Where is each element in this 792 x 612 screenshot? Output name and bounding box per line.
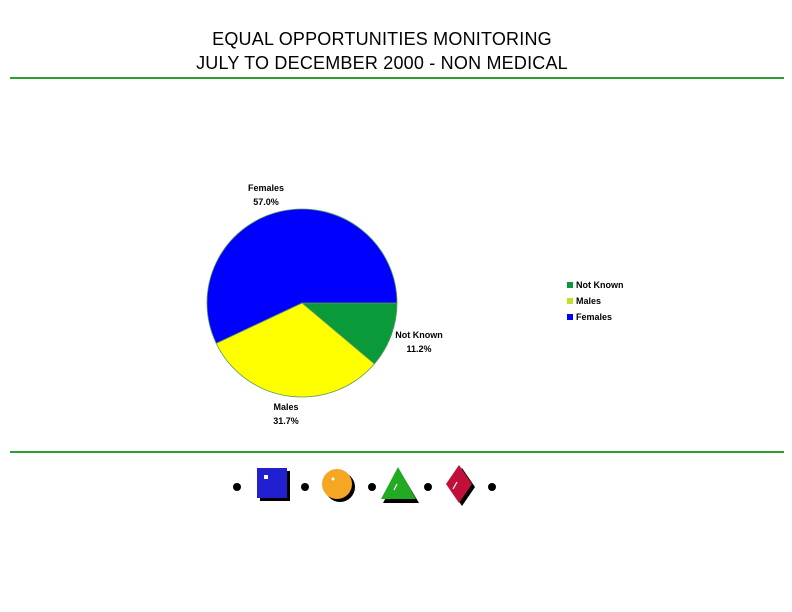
dot-icon [424,483,432,491]
legend-entry-label: Females [576,312,612,322]
pie-slice-females [206,208,398,344]
slice-label: Females [248,183,284,193]
legend-entry-label: Not Known [576,280,624,290]
legend-swatch [567,282,573,288]
legend-swatch [567,298,573,304]
legend-entry-label: Males [576,296,601,306]
slice-value-label: 57.0% [253,197,279,207]
chart-title-line-1: EQUAL OPPORTUNITIES MONITORING [212,29,552,49]
dot-icon [488,483,496,491]
legend-swatch [567,314,573,320]
bottom-divider [10,451,784,453]
legend: Not Known Males Females [567,280,624,322]
chart-title-line-2: JULY TO DECEMBER 2000 - NON MEDICAL [196,53,568,73]
pie-slice-not-known [300,302,398,365]
green-triangle-icon [381,467,419,503]
dot-icon [301,483,309,491]
dot-icon [368,483,376,491]
blue-square-icon [257,468,290,501]
top-divider [10,77,784,79]
red-diamond-icon [446,465,475,506]
slice-label: Not Known [395,330,443,340]
orange-circle-icon [322,469,355,502]
slice-value-label: 31.7% [273,416,299,426]
pie-slice-males [215,302,375,398]
slice-label: Males [273,402,298,412]
dot-icon [233,483,241,491]
slice-value-label: 11.2% [406,344,431,354]
